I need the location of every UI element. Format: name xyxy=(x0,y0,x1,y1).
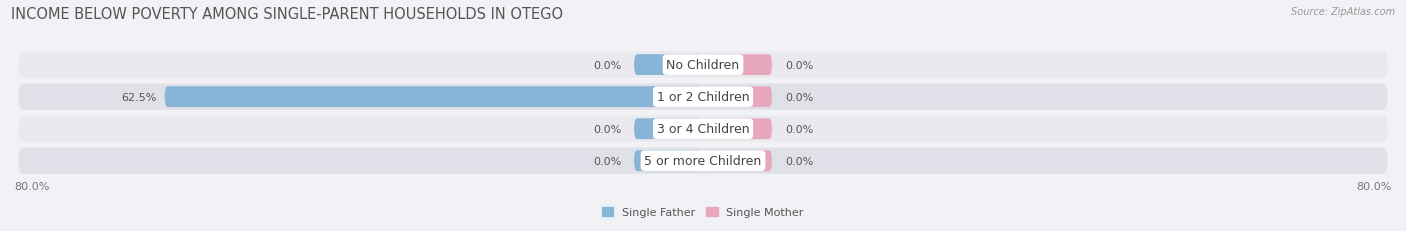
Text: 0.0%: 0.0% xyxy=(785,156,813,166)
Text: 80.0%: 80.0% xyxy=(14,181,49,191)
FancyBboxPatch shape xyxy=(18,52,1388,78)
Legend: Single Father, Single Mother: Single Father, Single Mother xyxy=(598,202,808,222)
Text: 0.0%: 0.0% xyxy=(785,124,813,134)
Text: No Children: No Children xyxy=(666,59,740,72)
Text: 0.0%: 0.0% xyxy=(593,60,621,70)
FancyBboxPatch shape xyxy=(703,119,772,140)
Text: 0.0%: 0.0% xyxy=(785,92,813,102)
Text: 0.0%: 0.0% xyxy=(593,156,621,166)
Text: 3 or 4 Children: 3 or 4 Children xyxy=(657,123,749,136)
FancyBboxPatch shape xyxy=(18,84,1388,110)
Text: 5 or more Children: 5 or more Children xyxy=(644,155,762,167)
Text: 62.5%: 62.5% xyxy=(121,92,156,102)
FancyBboxPatch shape xyxy=(165,87,703,108)
FancyBboxPatch shape xyxy=(634,55,703,76)
Text: INCOME BELOW POVERTY AMONG SINGLE-PARENT HOUSEHOLDS IN OTEGO: INCOME BELOW POVERTY AMONG SINGLE-PARENT… xyxy=(11,7,564,22)
Text: 1 or 2 Children: 1 or 2 Children xyxy=(657,91,749,104)
FancyBboxPatch shape xyxy=(703,151,772,171)
FancyBboxPatch shape xyxy=(18,116,1388,142)
Text: Source: ZipAtlas.com: Source: ZipAtlas.com xyxy=(1291,7,1395,17)
Text: 80.0%: 80.0% xyxy=(1357,181,1392,191)
FancyBboxPatch shape xyxy=(703,87,772,108)
Text: 0.0%: 0.0% xyxy=(785,60,813,70)
FancyBboxPatch shape xyxy=(634,119,703,140)
FancyBboxPatch shape xyxy=(703,55,772,76)
Text: 0.0%: 0.0% xyxy=(593,124,621,134)
FancyBboxPatch shape xyxy=(634,151,703,171)
FancyBboxPatch shape xyxy=(18,148,1388,174)
